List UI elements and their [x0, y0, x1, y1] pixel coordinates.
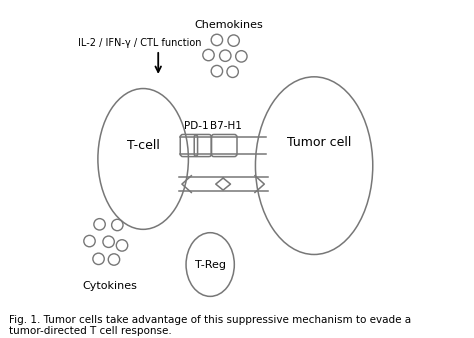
Text: Chemokines: Chemokines	[194, 20, 263, 30]
Text: T-Reg: T-Reg	[195, 260, 226, 269]
Text: PD-1: PD-1	[183, 121, 208, 131]
Text: Cytokines: Cytokines	[82, 281, 137, 291]
Text: Tumor cell: Tumor cell	[287, 136, 351, 149]
Text: IL-2 / IFN-γ / CTL function: IL-2 / IFN-γ / CTL function	[78, 38, 201, 48]
Text: Fig. 1. Tumor cells take advantage of this suppressive mechanism to evade a
tumo: Fig. 1. Tumor cells take advantage of th…	[9, 315, 411, 336]
Text: T-cell: T-cell	[127, 139, 160, 152]
Text: B7-H1: B7-H1	[210, 121, 242, 131]
